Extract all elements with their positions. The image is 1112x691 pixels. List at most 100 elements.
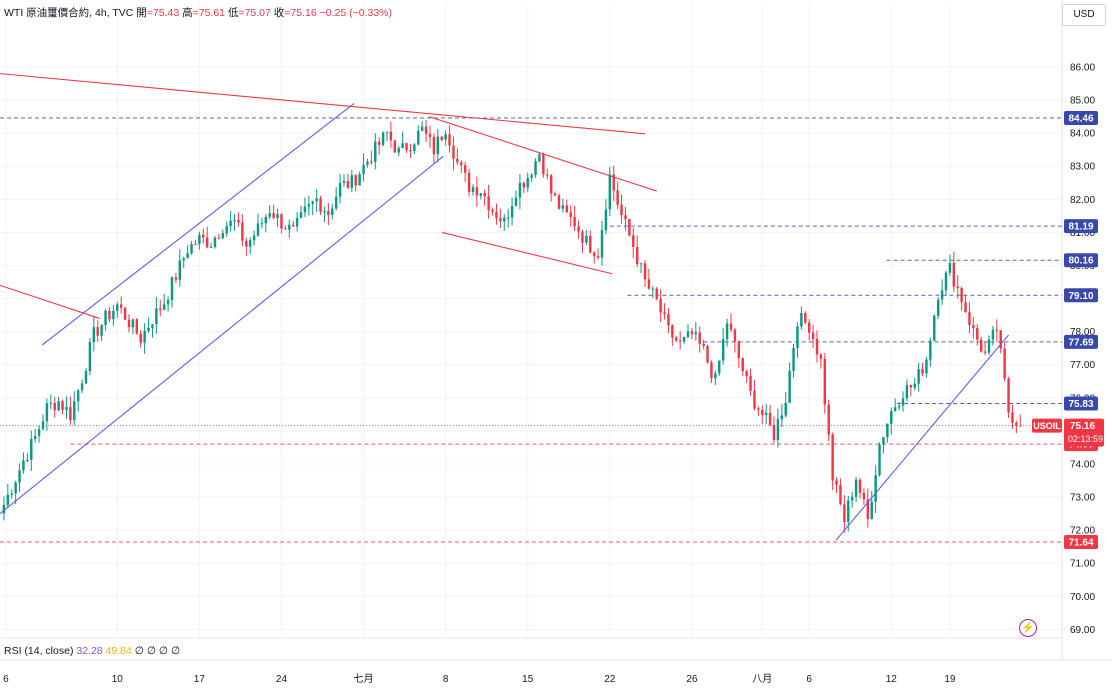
candle-body: [225, 226, 228, 234]
trendline: [0, 73, 646, 135]
candle-body: [843, 504, 846, 522]
candle-body: [589, 236, 592, 253]
candle-body: [546, 174, 549, 176]
candle-body: [448, 134, 451, 146]
candle-body: [327, 211, 330, 215]
candle-body: [174, 277, 178, 280]
price-tick-label: 72.00: [1070, 526, 1095, 537]
candle-body: [319, 198, 322, 212]
candle-body: [858, 479, 862, 493]
trendline: [0, 284, 100, 319]
candle-body: [483, 193, 486, 197]
level-badge: [1064, 535, 1098, 550]
candle-body: [968, 312, 971, 326]
trendline: [429, 116, 657, 192]
time-axis[interactable]: 6 10 17 24 七月 8 15 22 26 八月 6 12 19: [3, 673, 956, 685]
candle-body: [299, 212, 303, 219]
currency-button[interactable]: USD: [1062, 4, 1106, 26]
candle-body: [643, 263, 647, 280]
candle-body: [155, 308, 158, 325]
candle-body: [159, 308, 162, 310]
high-label: 高: [182, 7, 193, 19]
close-label: 收: [273, 7, 285, 19]
candle-body: [729, 323, 733, 330]
candle-body: [925, 359, 928, 374]
level-badge: [1064, 396, 1098, 411]
time-tick-label: 八月: [752, 673, 772, 685]
candle-body: [346, 181, 350, 188]
price-tick-label: 83.00: [1070, 162, 1095, 173]
candle-body: [768, 412, 772, 425]
trendlines[interactable]: [0, 73, 1009, 541]
candle-body: [944, 272, 948, 291]
candle-body: [6, 494, 10, 505]
candle-body: [245, 240, 248, 247]
price-tick-label: 81.00: [1070, 228, 1095, 239]
candle-body: [886, 423, 889, 438]
candle-body: [18, 470, 21, 483]
trendline: [0, 155, 444, 515]
candle-body: [323, 211, 326, 213]
candle-body: [725, 323, 729, 340]
candle-body: [256, 223, 260, 236]
candle-body: [718, 360, 721, 374]
candle-body: [385, 131, 389, 133]
candle-body: [835, 480, 838, 485]
candle-body: [600, 230, 604, 258]
candle-body: [573, 216, 576, 227]
time-tick-label: 22: [604, 674, 616, 685]
candle-body: [936, 299, 940, 316]
candle-body: [41, 421, 45, 430]
candle-body: [761, 409, 764, 415]
time-tick-label: 24: [276, 674, 288, 685]
candle-body: [682, 336, 686, 342]
candle-body: [976, 327, 979, 340]
candle-body: [170, 277, 174, 301]
candle-body: [608, 174, 612, 210]
price-tick-label: 78.00: [1070, 327, 1095, 338]
candle-body: [303, 206, 307, 213]
candle-body: [471, 187, 475, 192]
time-tick-label: 8: [443, 674, 449, 685]
candle-body: [241, 222, 244, 241]
candle-body: [315, 198, 318, 202]
candle-body: [530, 174, 533, 178]
candle-body: [639, 263, 643, 265]
change-value: −0.25 (−0.33%): [319, 7, 393, 19]
time-tick-label: 12: [886, 674, 898, 685]
candle-body: [190, 243, 193, 254]
candle-body: [358, 174, 361, 186]
candle-body: [979, 339, 983, 352]
time-tick-label: 19: [944, 674, 956, 685]
candle-body: [381, 132, 385, 145]
symbol-title: WTI 原油璽價合約, 4h, TVC: [4, 7, 134, 19]
candle-body: [229, 220, 232, 227]
time-tick-label: 15: [522, 674, 534, 685]
lightning-icon[interactable]: ⚡: [1019, 619, 1037, 637]
candle-body: [940, 290, 944, 300]
candle-body: [452, 145, 455, 159]
candle-body: [850, 496, 854, 501]
candle-body: [780, 415, 784, 420]
candles: [2, 120, 1022, 533]
candle-body: [659, 298, 662, 313]
candle-body: [37, 429, 41, 437]
candle-body: [503, 217, 506, 222]
candle-body: [354, 175, 357, 186]
candle-body: [983, 351, 987, 353]
candle-body: [205, 237, 209, 248]
candle-body: [776, 419, 780, 440]
candle-body: [913, 383, 916, 388]
candle-body: [827, 404, 830, 435]
candle-body: [956, 286, 959, 289]
candle-body: [237, 220, 240, 223]
candle-body: [440, 136, 443, 140]
candle-body: [10, 493, 13, 495]
candle-body: [342, 181, 346, 184]
price-axis[interactable]: 69.0070.0071.0072.0073.0074.0075.0076.00…: [1070, 63, 1095, 636]
candle-body: [2, 504, 6, 514]
candle-body: [972, 325, 975, 328]
candle-body: [444, 134, 447, 140]
candle-body: [921, 369, 924, 374]
